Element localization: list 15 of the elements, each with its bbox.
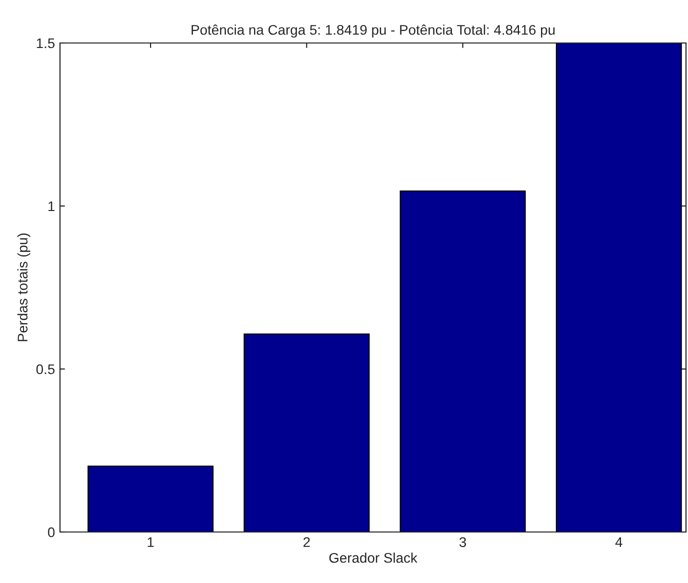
x-tick-label: 2 xyxy=(303,537,310,547)
bar xyxy=(244,334,370,532)
bar xyxy=(400,190,526,532)
x-tick-label: 3 xyxy=(459,537,466,548)
y-axis-title: Perdas totais (pu) xyxy=(17,234,30,342)
chart-title: Potência na Carga 5: 1.8419 pu - Potência Total: 4.8416 pu xyxy=(192,24,555,38)
y-tick-label: 1.5 xyxy=(36,38,55,48)
x-tick-label: 4 xyxy=(615,537,622,547)
x-axis-title: Gerador Slack xyxy=(329,552,418,563)
y-tick-label: 0.5 xyxy=(36,364,55,374)
x-tick-label: 1 xyxy=(148,537,154,547)
bar xyxy=(556,43,682,532)
bar xyxy=(88,466,214,532)
y-tick-label: 1 xyxy=(48,201,54,212)
y-tick-label: 0 xyxy=(48,527,55,538)
